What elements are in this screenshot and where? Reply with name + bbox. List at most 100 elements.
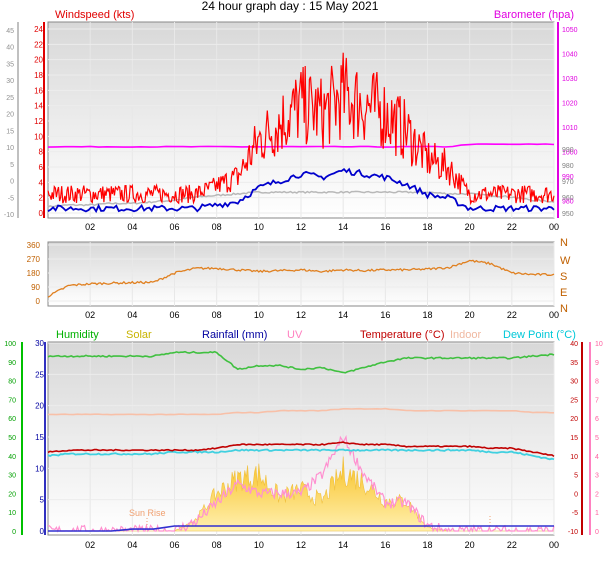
x-tick-label: 10 [254,310,264,320]
baro-right-tick: 1050 [562,27,578,34]
x-tick-label: 04 [127,310,137,320]
uv-tick: 6 [595,416,599,423]
humidity-tick: 50 [8,435,16,442]
windspeed-title: Windspeed (kts) [55,9,134,21]
wind-left-tick: 2 [39,194,44,203]
baro-right-tick: 1020 [562,101,578,108]
x-tick-label: 06 [169,222,179,232]
rain-tick: 15 [35,433,44,442]
wind-average-line [47,167,555,214]
uv-tick: 1 [595,510,599,517]
compass-label: W [560,255,571,267]
x-tick-label: 20 [465,540,475,550]
temp-tick: 10 [570,454,578,461]
uv-tick: 2 [595,491,599,498]
baro-right-tick: 990 [562,174,574,181]
x-tick-label: 02 [85,310,95,320]
humidity-tick: 100 [4,341,16,348]
x-tick-label: 18 [422,222,432,232]
wind-outer-tick: 20 [6,112,14,119]
barometer-title: Barometer (hpa) [494,9,574,21]
x-tick-label: 14 [338,222,348,232]
direction-tick: 360 [27,241,41,250]
temp-tick: 25 [570,397,578,404]
wind-outer-tick: 45 [6,28,14,35]
compass-label: S [560,271,567,283]
legend-heading: Humidity [56,329,99,341]
compass-label: E [560,287,567,299]
x-tick-label: 16 [380,310,390,320]
x-tick-label: 10 [254,540,264,550]
humidity-tick: 80 [8,379,16,386]
direction-tick: 180 [27,269,41,278]
direction-tick: 270 [27,255,41,264]
x-tick-label: 14 [338,310,348,320]
compass-label: N [560,237,568,249]
temp-tick: 20 [570,416,578,423]
humidity-tick: 30 [8,473,16,480]
wind-left-tick: 16 [34,86,43,95]
wind-left-tick: 8 [39,148,44,157]
uv-tick: 0 [595,529,599,536]
baro-aux-tick: 990 [562,147,574,154]
wind-outer-tick: -5 [8,195,14,202]
humidity-tick: 40 [8,454,16,461]
x-tick-label: 16 [380,222,390,232]
x-tick-label: 00 [549,222,559,232]
baro-aux-tick: 950 [562,211,574,218]
temp-tick: 5 [574,473,578,480]
wind-left-tick: 0 [39,209,44,218]
humidity-tick: 60 [8,416,16,423]
uv-tick: 7 [595,397,599,404]
x-tick-label: 16 [380,540,390,550]
sunrise-label: Sun Rise [129,508,166,518]
wind-left-tick: 18 [34,71,43,80]
baro-right-tick: 1040 [562,52,578,59]
temp-tick: 30 [570,379,578,386]
rain-tick: 0 [40,527,45,536]
temp-tick: 35 [570,360,578,367]
wind-left-tick: 20 [34,56,43,65]
wind-outer-tick: 10 [6,145,14,152]
wind-left-tick: 6 [39,163,44,172]
legend-heading: Rainfall (mm) [202,329,267,341]
legend-heading: Solar [126,329,152,341]
wind-outer-tick: 25 [6,95,14,102]
direction-tick: 90 [31,283,40,292]
rain-tick: 10 [35,464,44,473]
x-tick-label: 20 [465,222,475,232]
x-tick-label: 12 [296,222,306,232]
legend-heading: Dew Point (°C) [503,329,576,341]
x-tick-label: 04 [127,540,137,550]
x-tick-label: 22 [507,310,517,320]
baro-aux-tick: 980 [562,163,574,170]
x-tick-label: 18 [422,310,432,320]
x-tick-label: 06 [169,310,179,320]
wind-outer-tick: 0 [10,179,14,186]
wind-direction-line [47,259,555,298]
baro-right-tick: 1030 [562,76,578,83]
uv-line [48,434,555,534]
x-tick-label: 08 [212,540,222,550]
legend-heading: Temperature (°C) [360,329,444,341]
indoor-line [47,407,555,416]
temp-tick: -5 [572,510,578,517]
wind-outer-tick: 35 [6,61,14,68]
uv-tick: 5 [595,435,599,442]
legend-heading: UV [287,329,303,341]
wind-outer-tick: 30 [6,78,14,85]
temperature-line [47,441,555,458]
humidity-tick: 70 [8,397,16,404]
direction-tick: 0 [36,297,41,306]
page-title: 24 hour graph day : 15 May 2021 [201,0,379,13]
x-tick-label: 20 [465,310,475,320]
rain-tick: 20 [35,402,44,411]
x-tick-label: 06 [169,540,179,550]
wind-left-tick: 24 [34,25,43,34]
x-tick-label: 12 [296,310,306,320]
x-tick-label: 02 [85,222,95,232]
x-tick-label: 00 [549,310,559,320]
humidity-tick: 0 [12,529,16,536]
